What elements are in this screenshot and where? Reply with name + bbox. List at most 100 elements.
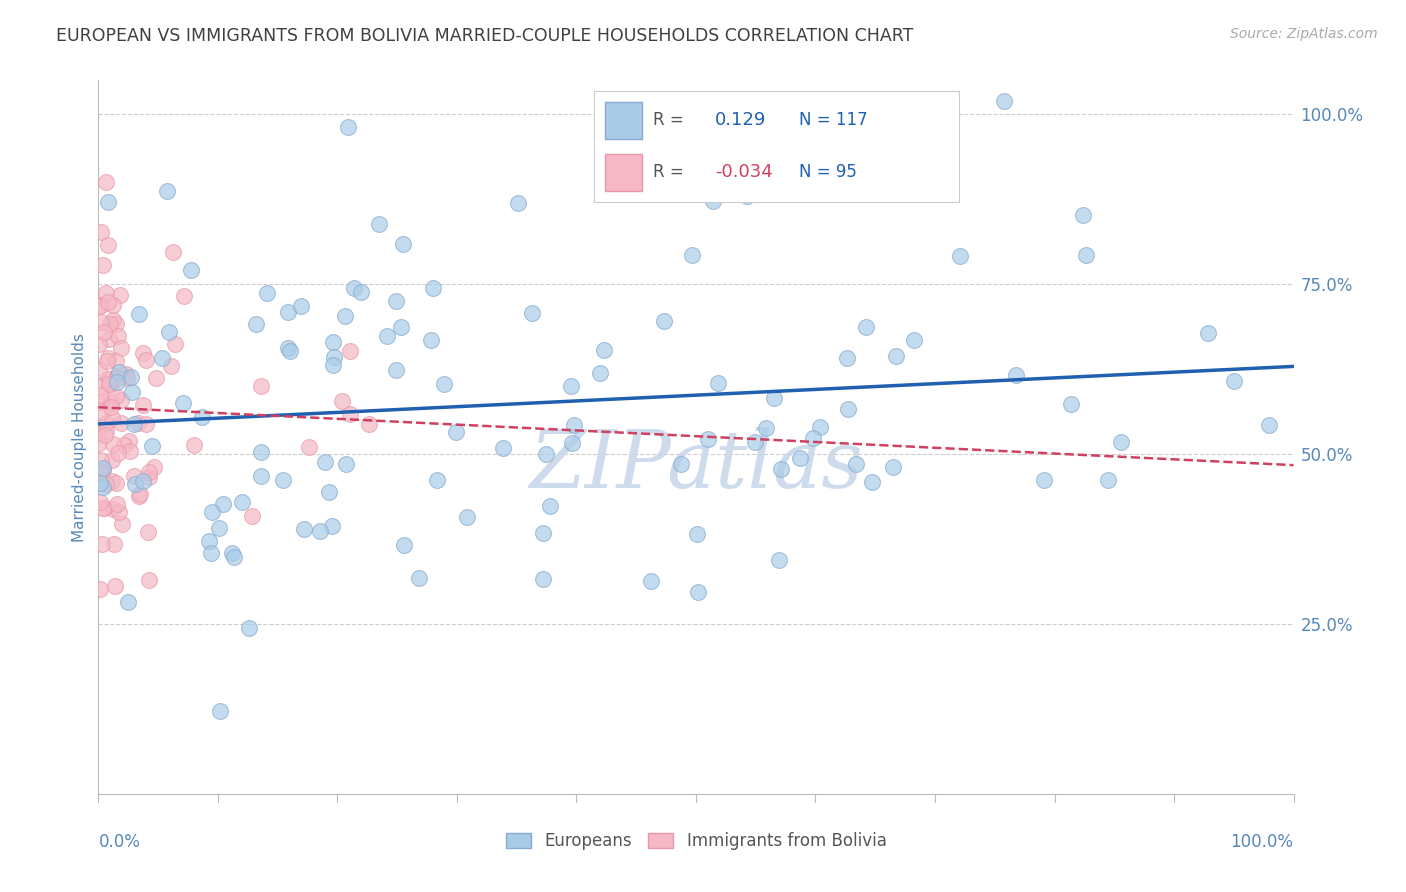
Point bbox=[97, 372, 120, 386]
Point bbox=[1005, 368, 1028, 382]
Point bbox=[90, 225, 112, 239]
Point bbox=[245, 318, 267, 332]
Point bbox=[221, 546, 243, 560]
Point bbox=[339, 407, 361, 421]
Point bbox=[249, 445, 271, 459]
Point bbox=[238, 621, 260, 635]
Point bbox=[292, 522, 315, 536]
Text: Source: ZipAtlas.com: Source: ZipAtlas.com bbox=[1230, 27, 1378, 41]
Point bbox=[89, 388, 111, 402]
Point bbox=[392, 538, 415, 552]
Point bbox=[191, 410, 214, 425]
Point bbox=[87, 336, 110, 351]
Point bbox=[208, 704, 231, 718]
Point bbox=[534, 447, 557, 461]
Point bbox=[949, 249, 972, 263]
Point bbox=[172, 396, 194, 410]
Point bbox=[322, 358, 344, 372]
Point bbox=[321, 518, 343, 533]
Point bbox=[110, 417, 132, 431]
Point bbox=[835, 351, 858, 366]
Point bbox=[339, 343, 361, 358]
Point bbox=[845, 457, 868, 471]
Point bbox=[115, 367, 138, 381]
Point bbox=[89, 475, 111, 490]
Point bbox=[375, 328, 398, 343]
Point bbox=[1223, 374, 1246, 388]
Point bbox=[335, 309, 357, 323]
Point bbox=[103, 537, 125, 551]
Point bbox=[858, 99, 880, 113]
Point bbox=[121, 385, 143, 400]
Point bbox=[90, 394, 112, 409]
Point bbox=[101, 437, 124, 451]
Point bbox=[110, 341, 132, 355]
Point bbox=[135, 417, 157, 431]
Text: EUROPEAN VS IMMIGRANTS FROM BOLIVIA MARRIED-COUPLE HOUSEHOLDS CORRELATION CHART: EUROPEAN VS IMMIGRANTS FROM BOLIVIA MARR… bbox=[56, 27, 914, 45]
Point bbox=[132, 345, 155, 359]
Point bbox=[385, 293, 408, 308]
Point bbox=[120, 370, 142, 384]
Point bbox=[111, 516, 134, 531]
Point bbox=[97, 295, 120, 310]
Point bbox=[87, 363, 110, 377]
Point bbox=[105, 497, 128, 511]
Point bbox=[101, 298, 124, 312]
Point bbox=[882, 459, 904, 474]
Point bbox=[491, 441, 513, 455]
Point bbox=[162, 244, 184, 259]
Point bbox=[112, 438, 135, 452]
Point bbox=[128, 307, 150, 321]
Point bbox=[159, 359, 181, 373]
Point bbox=[1074, 248, 1097, 262]
Point bbox=[100, 394, 122, 409]
Point bbox=[250, 468, 273, 483]
Point bbox=[993, 94, 1015, 108]
Point bbox=[96, 353, 118, 368]
Point bbox=[107, 366, 129, 380]
Point bbox=[298, 440, 321, 454]
Point bbox=[702, 194, 724, 209]
Point bbox=[337, 120, 360, 134]
Text: ZIPatlas: ZIPatlas bbox=[529, 427, 863, 504]
Point bbox=[277, 305, 299, 319]
Point bbox=[118, 434, 141, 448]
Point bbox=[200, 546, 222, 560]
Point bbox=[105, 475, 128, 490]
Point bbox=[744, 435, 766, 450]
Point bbox=[173, 289, 195, 303]
Point bbox=[132, 398, 155, 412]
Point bbox=[697, 433, 720, 447]
Point bbox=[592, 343, 614, 357]
Point bbox=[426, 473, 449, 487]
Point bbox=[801, 431, 824, 445]
Point bbox=[97, 332, 120, 346]
Point bbox=[138, 466, 160, 480]
Point bbox=[408, 571, 430, 585]
Point bbox=[136, 525, 159, 540]
Point bbox=[318, 485, 340, 500]
Point bbox=[127, 416, 149, 430]
Point bbox=[322, 334, 344, 349]
Point bbox=[122, 417, 145, 431]
Point bbox=[686, 585, 709, 599]
Point bbox=[707, 376, 730, 390]
Point bbox=[100, 453, 122, 467]
Point bbox=[89, 452, 111, 467]
Point bbox=[271, 473, 294, 487]
Point bbox=[211, 497, 233, 511]
Point bbox=[155, 184, 177, 198]
Point bbox=[97, 194, 120, 209]
Point bbox=[90, 315, 112, 329]
Point bbox=[107, 445, 129, 459]
Point bbox=[506, 196, 529, 211]
Point bbox=[117, 595, 139, 609]
Point bbox=[101, 313, 124, 327]
Point bbox=[562, 417, 585, 432]
Point bbox=[135, 352, 157, 367]
Point bbox=[763, 391, 786, 405]
Point bbox=[837, 401, 859, 416]
Point bbox=[138, 469, 160, 483]
Point bbox=[652, 314, 675, 328]
Point bbox=[433, 376, 456, 391]
